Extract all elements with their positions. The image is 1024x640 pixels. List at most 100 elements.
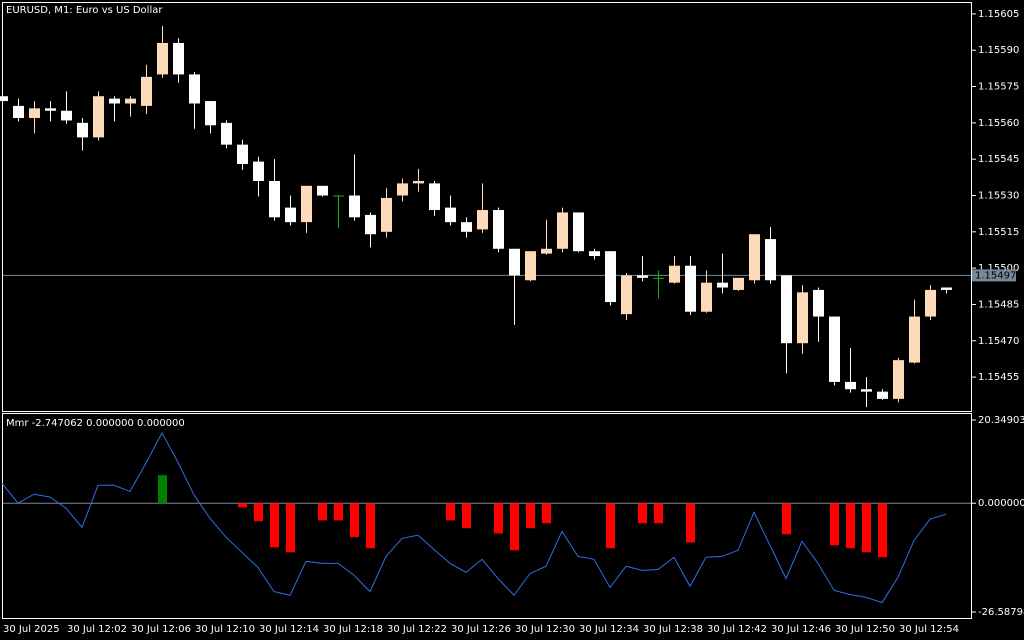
candle-body [573,212,584,252]
indicator-line [1,431,947,604]
candle-body [317,185,328,196]
current-price-label: 1.15497 [975,270,1016,281]
x-tick-label: 30 Jul 12:10 [195,624,255,635]
candle-body [525,251,536,281]
y-tick-label: 1.15530 [978,190,1019,201]
y-tick-label: 1.15515 [978,227,1019,238]
x-tick-label: 30 Jul 12:30 [515,624,575,635]
indicator-title: Mmr -2.747062 0.000000 0.000000 [6,418,185,429]
candle-body [477,210,488,230]
candle-body [269,180,280,218]
candle-body [253,161,264,181]
candle-body [605,251,616,303]
candle-body [285,207,296,223]
candle-body [461,222,472,232]
x-tick-label: 30 Jul 12:38 [643,624,703,635]
candle-body [301,185,312,223]
candle-body [109,98,120,104]
x-tick-label: 30 Jul 12:26 [451,624,511,635]
y-tick-label: 1.15485 [978,299,1019,310]
candle-body [941,287,952,290]
histogram-bar [846,503,855,549]
histogram-bar [462,503,471,529]
x-tick-label: 30 Jul 12:18 [323,624,383,635]
candle-body [381,197,392,232]
candle-body [141,76,152,106]
histogram-bar [270,503,279,548]
histogram-bar [878,503,887,558]
candle-body [333,195,344,197]
chart-title: EURUSD, M1: Euro vs US Dollar [6,5,163,16]
candle-body [0,96,8,102]
candle-body [221,122,232,145]
histogram-bar [318,503,327,521]
candle-body [621,275,632,315]
candle-body [493,210,504,249]
x-tick-label: 30 Jul 12:14 [259,624,319,635]
y-tick-label: 1.15560 [978,118,1019,129]
x-tick-label: 30 Jul 12:50 [835,624,895,635]
y-tick-label: 1.15575 [978,82,1019,93]
y-tick-label: 0.000000 [978,498,1024,509]
y-tick-label: 1.15455 [978,372,1019,383]
candle-body [781,275,792,344]
histogram-bar [830,503,839,546]
candle-body [365,214,376,235]
candle-body [45,108,56,111]
candle-body [893,360,904,399]
candle-body [173,42,184,75]
x-tick-label: 30 Jul 12:06 [131,624,191,635]
candle-body [845,381,856,390]
candle-body [157,42,168,75]
histogram-bar [654,503,663,524]
histogram-bar [238,503,247,508]
candle-body [701,282,712,312]
candle-body [93,96,104,138]
candle-body [445,207,456,223]
candle-body [829,316,840,382]
candle-body [717,282,728,288]
histogram-bar [542,503,551,524]
candle-body [925,289,936,317]
indicator-panel [2,413,972,619]
candle-body [733,277,744,290]
histogram-bar [510,503,519,551]
candle-body [637,275,648,278]
candle-body [397,183,408,196]
histogram-bar [334,503,343,521]
histogram-bar [526,503,535,529]
candle-body [813,289,824,317]
candle-body [509,248,520,276]
x-tick-label: 30 Jul 12:46 [771,624,831,635]
y-tick-label: 20.349033 [978,415,1024,426]
candle-body [541,248,552,254]
candle-body [557,212,568,249]
histogram-bar [446,503,455,521]
candle-body [61,110,72,121]
candle-body [669,265,680,283]
candle-body [861,389,872,392]
candle-body [349,195,360,218]
histogram-bar [286,503,295,553]
histogram-bar [254,503,263,522]
y-tick-label: 1.15470 [978,336,1019,347]
candle-body [909,316,920,363]
x-tick-label: 30 Jul 12:22 [387,624,447,635]
y-tick-label: 1.15500 [978,263,1019,274]
candle-body [589,251,600,257]
histogram-bar [366,503,375,549]
main-panel [2,2,972,412]
histogram-bar [606,503,615,549]
candle-body [797,292,808,344]
x-tick-label: 30 Jul 12:02 [67,624,127,635]
y-tick-label: 1.15590 [978,45,1019,56]
candle-body [653,277,664,279]
histogram-bar [350,503,359,538]
candle-body [429,183,440,211]
histogram-bar [494,503,503,534]
candle-body [413,180,424,184]
candle-body [205,101,216,126]
candle-body [29,108,40,119]
